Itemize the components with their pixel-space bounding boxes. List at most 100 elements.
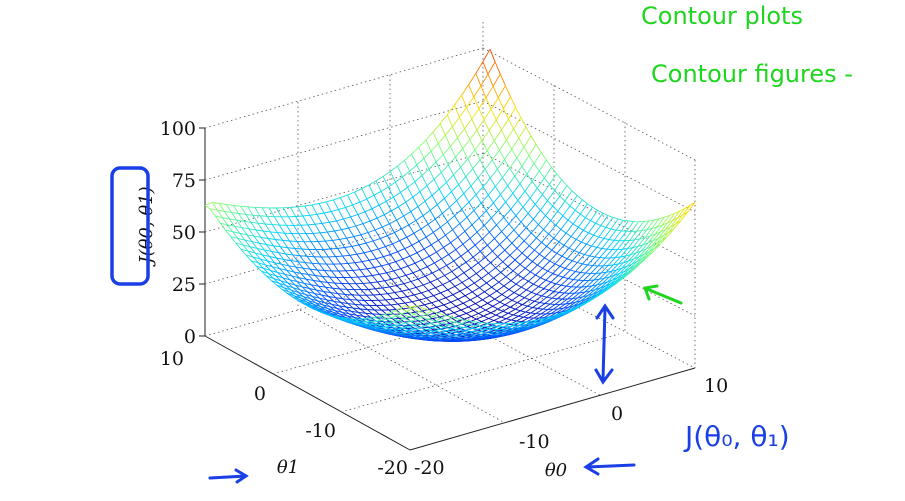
mesh-segment xyxy=(441,258,447,266)
mesh-segment xyxy=(581,241,587,245)
mesh-segment xyxy=(571,190,578,196)
mesh-segment xyxy=(466,107,473,120)
mesh-segment xyxy=(432,327,440,330)
mesh-segment xyxy=(348,283,355,290)
mesh-segment xyxy=(371,300,377,306)
mesh-segment xyxy=(424,304,430,310)
mesh-segment xyxy=(291,275,298,282)
mesh-segment xyxy=(457,298,464,304)
mesh-segment xyxy=(452,294,459,300)
mesh-segment xyxy=(428,287,436,291)
mesh-segment xyxy=(388,322,396,327)
mesh-segment xyxy=(411,240,420,246)
mesh-segment xyxy=(430,278,438,283)
mesh-segment xyxy=(394,310,402,315)
mesh-segment xyxy=(448,249,457,255)
mesh-segment xyxy=(472,256,479,264)
mesh-segment xyxy=(248,228,257,231)
mesh-segment xyxy=(518,315,524,318)
mesh-segment xyxy=(483,315,489,319)
mesh-segment xyxy=(259,258,266,266)
mesh-segment xyxy=(227,224,235,227)
mesh-segment xyxy=(297,261,304,269)
mesh-segment xyxy=(501,289,510,295)
mesh-segment xyxy=(442,154,449,166)
mesh-segment xyxy=(554,179,563,191)
mesh-segment xyxy=(372,238,381,242)
mesh-segment xyxy=(440,315,446,319)
mesh-segment xyxy=(630,252,636,256)
mesh-segment xyxy=(476,119,485,131)
mesh-segment xyxy=(394,181,401,193)
mesh-segment xyxy=(440,318,448,321)
mesh-segment xyxy=(556,173,563,181)
mesh-segment xyxy=(413,233,420,242)
mesh-segment xyxy=(370,250,377,259)
mesh-segment xyxy=(330,211,337,222)
mesh-segment xyxy=(272,266,278,273)
mesh-segment xyxy=(300,224,307,234)
mesh-segment xyxy=(483,119,490,131)
mesh-segment xyxy=(407,312,414,318)
mesh-segment xyxy=(332,238,340,241)
mesh-segment xyxy=(408,311,416,314)
mesh-segment xyxy=(312,296,318,302)
mesh-segment xyxy=(591,236,600,247)
mesh-segment xyxy=(423,150,432,159)
mesh-segment xyxy=(342,255,349,264)
mesh-segment xyxy=(509,322,517,324)
mesh-segment xyxy=(564,200,571,207)
mesh-segment xyxy=(595,265,604,274)
mesh-segment xyxy=(240,248,249,252)
mesh-segment xyxy=(290,207,296,217)
grid-walls xyxy=(204,22,696,424)
mesh-segment xyxy=(369,258,377,261)
mesh-segment xyxy=(496,217,504,226)
mesh-segment xyxy=(476,325,484,327)
mesh-segment xyxy=(419,269,426,277)
mesh-segment xyxy=(551,249,558,254)
mesh-segment xyxy=(577,262,583,265)
mesh-segment xyxy=(549,298,558,305)
mesh-segment xyxy=(427,262,435,268)
mesh-segment xyxy=(302,267,311,270)
mesh-segment xyxy=(304,262,311,270)
mesh-segment xyxy=(592,287,601,295)
mesh-segment xyxy=(307,223,316,226)
mesh-segment xyxy=(237,238,244,246)
mesh-segment xyxy=(555,276,564,285)
mesh-segment xyxy=(658,216,665,220)
mesh-segment xyxy=(480,85,487,98)
mesh-segment xyxy=(510,280,517,285)
mesh-segment xyxy=(336,307,345,311)
mesh-segment xyxy=(364,208,373,213)
mesh-segment xyxy=(530,271,536,276)
mesh-segment xyxy=(559,195,566,202)
mesh-segment xyxy=(250,260,259,264)
mesh-segment xyxy=(241,227,248,236)
mesh-segment xyxy=(307,305,313,310)
mesh-segment xyxy=(286,225,292,234)
mesh-segment xyxy=(493,194,501,204)
mesh-segment xyxy=(318,263,325,271)
mesh-segment xyxy=(512,264,521,272)
mesh-segment xyxy=(267,238,274,247)
mesh-segment xyxy=(439,269,445,276)
mesh-segment xyxy=(387,232,395,237)
mesh-segment xyxy=(339,288,346,295)
mesh-segment xyxy=(470,267,477,274)
mesh-segment xyxy=(549,184,555,191)
mesh-segment xyxy=(549,260,556,265)
mesh-segment xyxy=(346,289,353,296)
mesh-segment xyxy=(372,240,379,250)
mesh-segment xyxy=(458,315,465,320)
mesh-segment xyxy=(299,289,306,295)
mesh-segment xyxy=(522,299,530,305)
mesh-segment xyxy=(578,226,584,231)
mesh-segment xyxy=(534,242,542,251)
mesh-segment xyxy=(487,61,496,75)
mesh-segment xyxy=(485,250,493,258)
mesh-segment xyxy=(593,278,600,281)
mesh-segment xyxy=(312,233,319,242)
mesh-segment xyxy=(526,289,532,293)
